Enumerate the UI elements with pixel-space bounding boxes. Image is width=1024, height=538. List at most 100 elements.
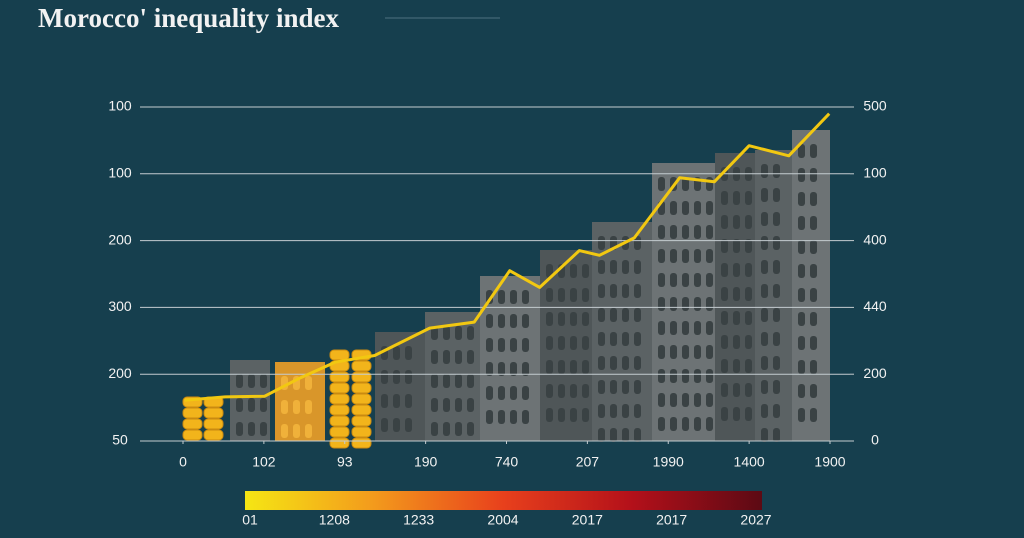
coin: [329, 437, 350, 449]
window: [658, 369, 665, 383]
coin: [203, 429, 224, 441]
window: [293, 424, 300, 438]
window: [443, 326, 450, 340]
colorbar: [245, 491, 762, 510]
window: [761, 236, 768, 250]
window: [798, 312, 805, 326]
window: [798, 168, 805, 182]
window: [682, 225, 689, 239]
window: [558, 384, 565, 398]
window: [694, 297, 701, 311]
window: [670, 297, 677, 311]
window: [733, 311, 740, 325]
window: [443, 422, 450, 436]
window: [498, 338, 505, 352]
window: [773, 212, 780, 226]
window: [405, 418, 412, 432]
window: [248, 374, 255, 388]
window: [570, 312, 577, 326]
window: [798, 216, 805, 230]
window: [443, 398, 450, 412]
coin: [329, 382, 350, 394]
window: [634, 284, 641, 298]
window: [455, 326, 462, 340]
window: [761, 164, 768, 178]
window: [455, 374, 462, 388]
window: [733, 191, 740, 205]
window: [582, 264, 589, 278]
window: [706, 417, 713, 431]
window: [773, 308, 780, 322]
window: [486, 410, 493, 424]
window: [582, 360, 589, 374]
window: [293, 400, 300, 414]
window: [694, 345, 701, 359]
window: [761, 284, 768, 298]
window: [510, 386, 517, 400]
window: [721, 215, 728, 229]
window: [733, 407, 740, 421]
window: [745, 359, 752, 373]
window: [381, 394, 388, 408]
window: [634, 308, 641, 322]
coin: [329, 404, 350, 416]
window: [634, 356, 641, 370]
window: [260, 374, 267, 388]
window: [393, 394, 400, 408]
window: [455, 350, 462, 364]
window: [761, 332, 768, 346]
window: [682, 249, 689, 263]
window: [443, 350, 450, 364]
window: [706, 393, 713, 407]
window: [733, 215, 740, 229]
window: [682, 417, 689, 431]
window: [706, 225, 713, 239]
x-tick-label: 207: [576, 454, 600, 470]
window: [610, 260, 617, 274]
colorbar-label: 1208: [319, 512, 350, 528]
window: [236, 374, 243, 388]
window: [773, 356, 780, 370]
colorbar-label: 2017: [572, 512, 603, 528]
window: [773, 332, 780, 346]
window: [467, 422, 474, 436]
colorbar-label: 01: [242, 512, 258, 528]
window: [582, 408, 589, 422]
window: [745, 407, 752, 421]
window: [522, 410, 529, 424]
window: [546, 264, 553, 278]
window: [281, 424, 288, 438]
window: [670, 369, 677, 383]
window: [393, 370, 400, 384]
window: [798, 360, 805, 374]
window: [810, 384, 817, 398]
window: [634, 332, 641, 346]
window: [498, 362, 505, 376]
window: [810, 360, 817, 374]
window: [260, 422, 267, 436]
window: [634, 404, 641, 418]
window: [761, 308, 768, 322]
x-tick-label: 1900: [814, 454, 845, 470]
colorbar-label: 2017: [656, 512, 687, 528]
window: [486, 362, 493, 376]
window: [706, 201, 713, 215]
window: [694, 201, 701, 215]
window: [670, 201, 677, 215]
window: [610, 308, 617, 322]
y2-tick-label: 400: [863, 231, 887, 247]
coin: [329, 415, 350, 427]
window: [381, 370, 388, 384]
window: [510, 338, 517, 352]
coin: [203, 407, 224, 419]
window: [405, 394, 412, 408]
window: [522, 362, 529, 376]
x-tick-label: 93: [337, 454, 353, 470]
y-tick-label: 100: [108, 98, 132, 114]
window: [610, 356, 617, 370]
window: [694, 273, 701, 287]
window: [810, 144, 817, 158]
window: [658, 297, 665, 311]
illustration: [182, 130, 830, 449]
coin: [182, 429, 203, 441]
